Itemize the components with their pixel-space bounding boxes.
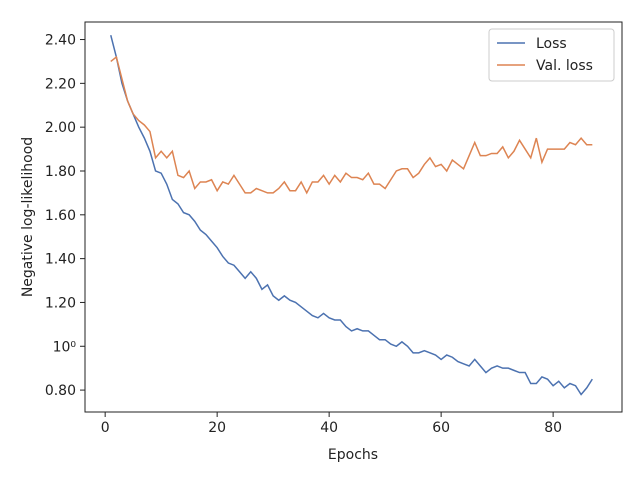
legend-label: Val. loss <box>536 58 593 74</box>
x-tick-label: 60 <box>432 420 450 436</box>
y-tick-label: 0.80 <box>45 383 76 399</box>
y-tick-label: 1.60 <box>45 208 76 224</box>
x-tick-label: 0 <box>101 420 110 436</box>
y-axis-label: Negative log-likelihood <box>20 137 36 297</box>
x-tick-label: 40 <box>320 420 338 436</box>
y-tick-label: 1.20 <box>45 295 76 311</box>
x-tick-label: 80 <box>544 420 562 436</box>
legend-box <box>488 28 615 82</box>
y-tick-label: 2.40 <box>45 33 76 49</box>
y-tick-label: 2.00 <box>45 120 76 136</box>
y-tick-label: 1.40 <box>45 252 76 268</box>
legend-label: Loss <box>536 36 567 52</box>
y-tick-label: 1.80 <box>45 164 76 180</box>
x-tick-label: 20 <box>208 420 226 436</box>
y-tick-label: 2.20 <box>45 76 76 92</box>
y-tick-label: 10⁰ <box>53 339 77 355</box>
line-series <box>110 55 593 195</box>
x-axis-label: Epochs <box>328 447 378 463</box>
line-series <box>110 34 593 396</box>
axes-frame <box>84 21 623 413</box>
